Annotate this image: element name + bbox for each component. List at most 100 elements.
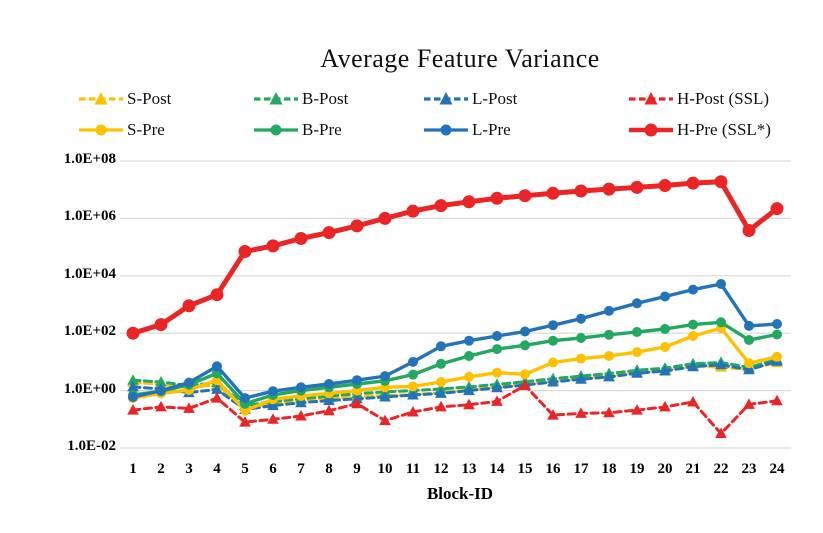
x-tick-label-19: 19 bbox=[629, 461, 645, 477]
y-tick-label-1-0e-04: 1.0E+04 bbox=[63, 265, 116, 282]
legend-item-h-pre-ssl: H-Pre (SSL*) bbox=[628, 118, 771, 142]
marker-circle bbox=[408, 381, 418, 392]
marker-circle bbox=[716, 317, 726, 328]
x-tick-label-13: 13 bbox=[461, 461, 477, 477]
x-tick-label-11: 11 bbox=[405, 461, 421, 477]
marker-circle bbox=[688, 319, 698, 330]
marker-circle bbox=[490, 191, 504, 205]
marker-circle bbox=[744, 335, 754, 345]
marker-triangle bbox=[715, 358, 727, 370]
series-markers-l-pre bbox=[128, 279, 782, 404]
marker-triangle bbox=[463, 398, 475, 410]
marker-circle bbox=[238, 245, 252, 258]
marker-triangle bbox=[771, 394, 783, 406]
legend-label: H-Post (SSL) bbox=[677, 89, 770, 108]
marker-triangle bbox=[211, 392, 223, 403]
series-markers-h-pre-ssl bbox=[126, 175, 784, 340]
series-line-h-pre-ssl bbox=[130, 179, 780, 336]
legend-label: B-Pre bbox=[302, 120, 342, 139]
marker-triangle bbox=[295, 410, 307, 421]
marker-triangle bbox=[435, 400, 447, 412]
marker-triangle bbox=[603, 370, 615, 382]
legend-marker-shape bbox=[95, 124, 107, 136]
marker-circle bbox=[574, 184, 588, 198]
marker-circle bbox=[602, 182, 616, 196]
x-tick-label-2: 2 bbox=[157, 461, 165, 477]
legend-triangle-marker-icon bbox=[79, 92, 123, 105]
marker-circle bbox=[660, 291, 670, 302]
marker-circle bbox=[128, 392, 138, 402]
series-line-b-post bbox=[131, 358, 779, 408]
legend-label: B-Post bbox=[302, 89, 349, 108]
legend-marker-shape bbox=[644, 92, 658, 105]
marker-circle bbox=[520, 369, 530, 380]
marker-circle bbox=[240, 393, 250, 404]
marker-triangle bbox=[435, 387, 447, 398]
marker-circle bbox=[548, 320, 558, 331]
marker-triangle bbox=[631, 404, 643, 415]
legend-item-l-post: L-Post bbox=[423, 87, 517, 111]
y-tick-label-1-0e-08: 1.0E+08 bbox=[63, 151, 116, 167]
legend-triangle-marker-icon bbox=[424, 92, 468, 105]
marker-circle bbox=[126, 326, 140, 340]
legend-item-s-post: S-Post bbox=[78, 87, 171, 111]
marker-triangle bbox=[351, 397, 363, 409]
marker-circle bbox=[688, 331, 698, 341]
marker-circle bbox=[744, 358, 754, 369]
marker-triangle bbox=[659, 365, 671, 376]
marker-circle bbox=[742, 224, 756, 237]
y-tick-label-1-0e-02: 1.0E+02 bbox=[63, 323, 116, 340]
marker-circle bbox=[630, 180, 644, 194]
legend-triangle-marker-icon bbox=[254, 92, 298, 105]
x-tick-label-21: 21 bbox=[685, 461, 701, 477]
marker-circle bbox=[380, 371, 390, 382]
legend-marker-shape bbox=[440, 124, 452, 136]
x-tick-label-6: 6 bbox=[269, 461, 277, 477]
marker-triangle bbox=[659, 400, 671, 412]
marker-triangle bbox=[323, 404, 335, 416]
legend-marker-shape bbox=[270, 124, 282, 136]
marker-circle bbox=[576, 333, 586, 343]
marker-circle bbox=[520, 340, 530, 351]
series-line-s-pre bbox=[131, 326, 779, 413]
x-tick-label-3: 3 bbox=[185, 461, 193, 477]
marker-circle bbox=[352, 375, 362, 386]
marker-triangle bbox=[547, 376, 559, 387]
legend-circle-marker-icon bbox=[629, 123, 673, 137]
legend-circle-marker-icon bbox=[424, 124, 468, 136]
marker-circle bbox=[632, 298, 642, 309]
legend-item-s-pre: S-Pre bbox=[78, 118, 165, 142]
marker-triangle bbox=[155, 376, 167, 387]
series-markers-h-post-ssl bbox=[127, 379, 783, 438]
marker-circle bbox=[604, 329, 614, 340]
x-tick-label-15: 15 bbox=[517, 461, 533, 477]
marker-circle bbox=[436, 377, 446, 387]
marker-circle bbox=[772, 319, 782, 329]
marker-triangle bbox=[127, 374, 139, 385]
legend-item-b-post: B-Post bbox=[253, 87, 348, 111]
legend-label: L-Post bbox=[472, 89, 518, 108]
x-tick-label-12: 12 bbox=[433, 461, 449, 477]
marker-circle bbox=[434, 199, 448, 213]
x-tick-label-23: 23 bbox=[741, 461, 757, 477]
marker-circle bbox=[520, 326, 530, 337]
marker-circle bbox=[546, 186, 560, 200]
marker-triangle bbox=[743, 363, 755, 375]
marker-circle bbox=[324, 379, 334, 389]
x-tick-label-10: 10 bbox=[377, 461, 393, 477]
marker-circle bbox=[240, 405, 250, 416]
marker-triangle bbox=[127, 380, 139, 392]
marker-circle bbox=[350, 219, 364, 233]
series-line-l-post bbox=[131, 359, 779, 411]
x-axis-title: Block-ID bbox=[426, 484, 494, 503]
marker-triangle bbox=[127, 404, 139, 415]
marker-triangle bbox=[491, 395, 503, 406]
marker-circle bbox=[714, 175, 728, 189]
marker-triangle bbox=[295, 396, 307, 408]
x-tick-label-17: 17 bbox=[573, 461, 589, 477]
marker-circle bbox=[212, 361, 222, 372]
marker-circle bbox=[632, 327, 642, 337]
marker-circle bbox=[296, 382, 306, 393]
